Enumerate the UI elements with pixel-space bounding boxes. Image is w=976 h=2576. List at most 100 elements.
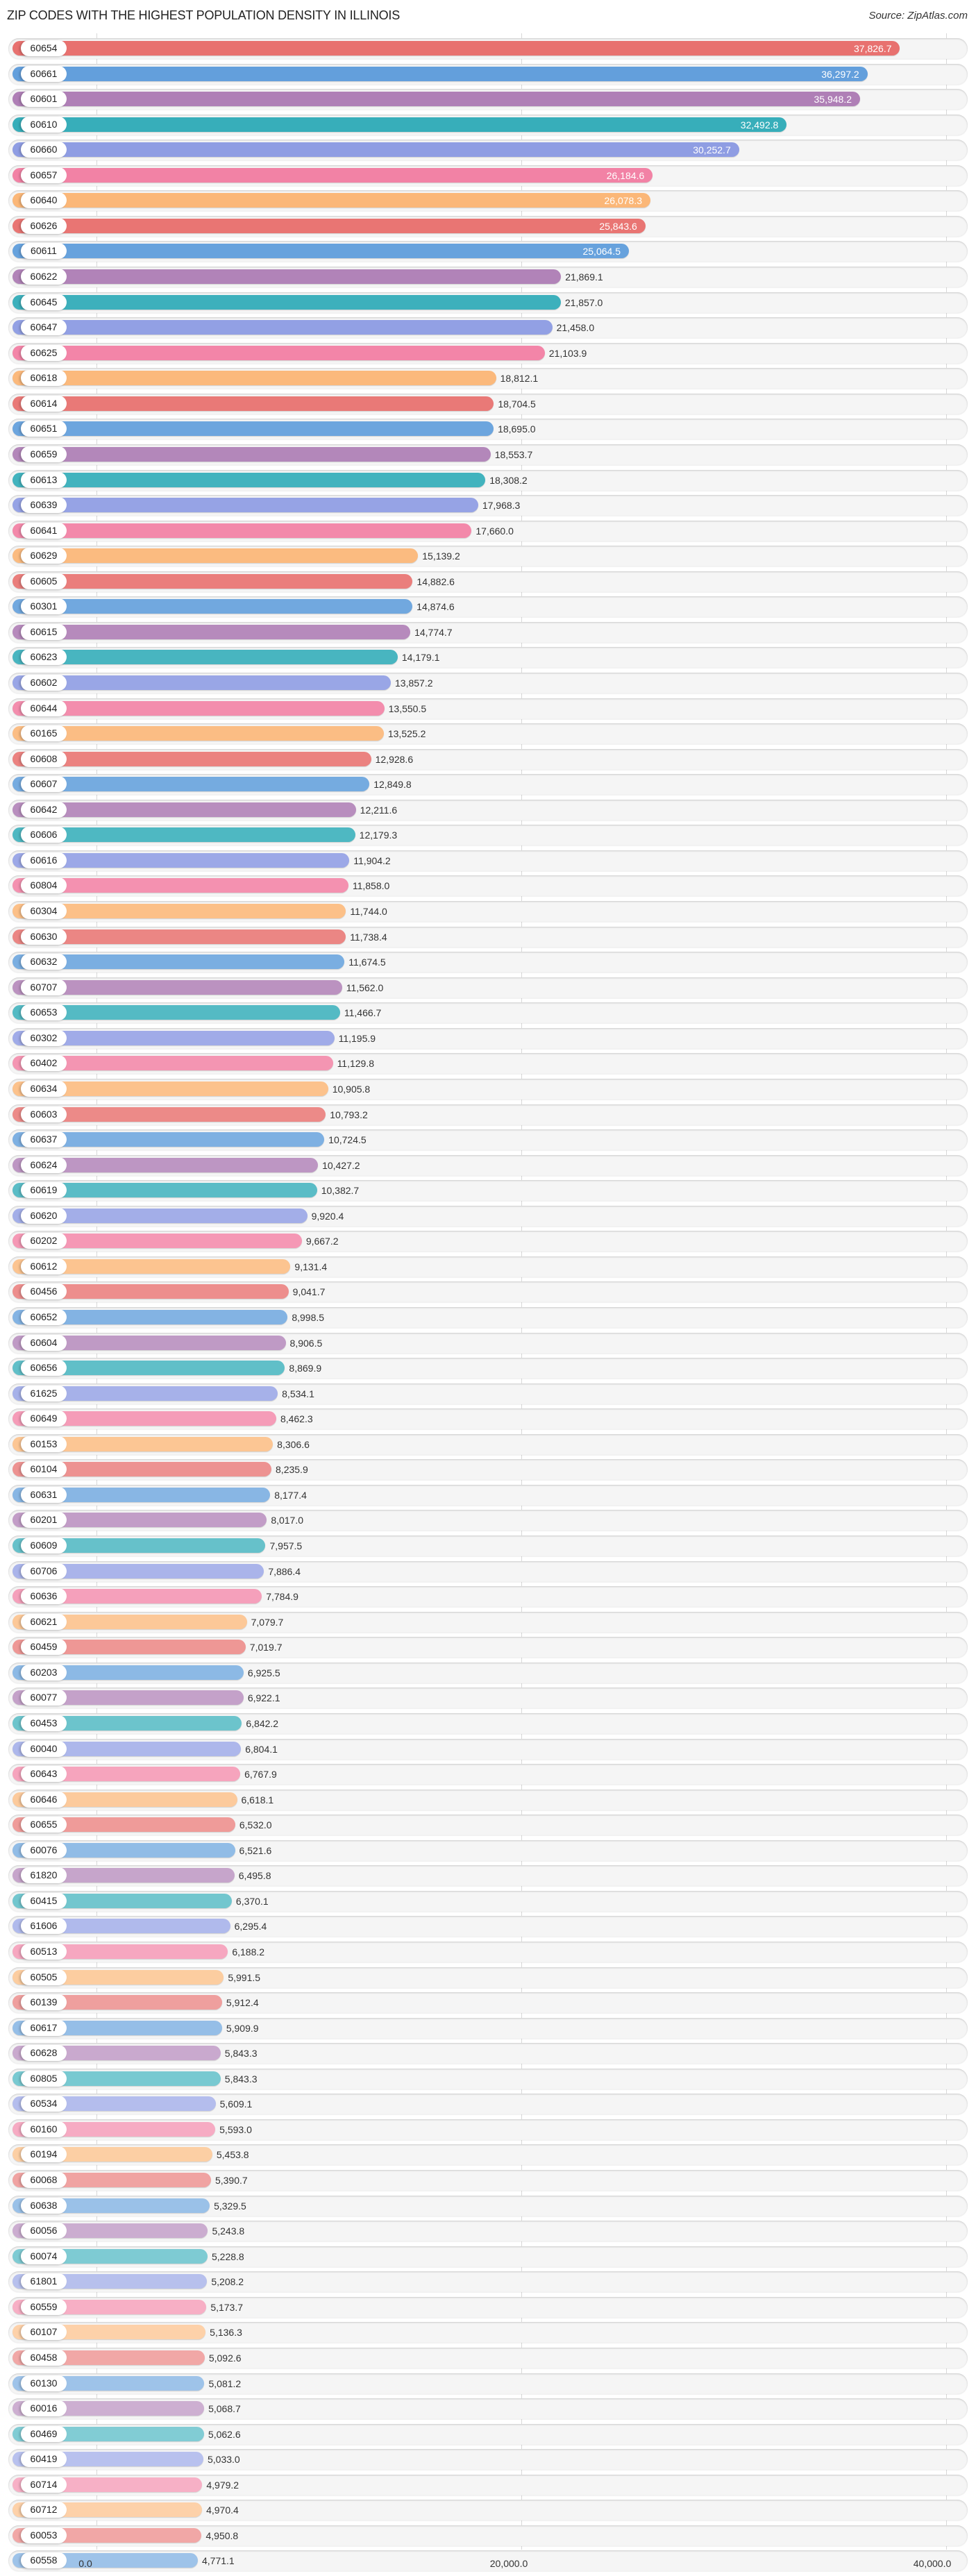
zip-label: 60656 xyxy=(21,1360,67,1377)
bar[interactable] xyxy=(12,1436,274,1451)
bar[interactable] xyxy=(12,878,348,893)
zip-label: 60056 xyxy=(21,2223,67,2239)
bar[interactable] xyxy=(12,421,494,437)
bar[interactable] xyxy=(12,1842,235,1858)
bar[interactable] xyxy=(12,929,346,944)
bar[interactable] xyxy=(12,244,629,259)
bar[interactable] xyxy=(12,167,653,183)
bar[interactable] xyxy=(12,1081,328,1096)
bar[interactable] xyxy=(12,1741,242,1756)
bar[interactable] xyxy=(12,1258,291,1274)
bar[interactable] xyxy=(12,1944,228,1959)
bar[interactable] xyxy=(12,700,385,716)
zip-label: 60456 xyxy=(21,1283,67,1300)
bar-row: 60459 7,019.7 xyxy=(8,1637,968,1658)
bar[interactable] xyxy=(12,852,350,868)
bar[interactable] xyxy=(12,523,472,538)
bar-row: 60614 18,704.5 xyxy=(8,393,968,414)
bar[interactable] xyxy=(12,294,561,310)
bar[interactable] xyxy=(12,269,562,285)
bar[interactable] xyxy=(12,1386,278,1401)
bar[interactable] xyxy=(12,802,356,817)
zip-label: 60629 xyxy=(21,548,67,564)
bar[interactable] xyxy=(12,41,900,56)
bar[interactable] xyxy=(12,1614,247,1629)
bar[interactable] xyxy=(12,751,371,766)
bar[interactable] xyxy=(12,650,398,665)
bar[interactable] xyxy=(12,904,346,919)
zip-label: 60610 xyxy=(21,116,67,133)
bar[interactable] xyxy=(12,548,419,564)
bar[interactable] xyxy=(12,446,491,462)
bar[interactable] xyxy=(12,1538,266,1554)
bar[interactable] xyxy=(12,1665,244,1680)
bar[interactable] xyxy=(12,193,650,208)
bar[interactable] xyxy=(12,1462,272,1477)
bar[interactable] xyxy=(12,92,860,107)
zip-label: 60139 xyxy=(21,1994,67,2011)
bar[interactable] xyxy=(12,1284,289,1299)
bar[interactable] xyxy=(12,1056,333,1071)
bar[interactable] xyxy=(12,827,355,843)
bar[interactable] xyxy=(12,624,411,639)
value-label: 10,793.2 xyxy=(330,1109,368,1120)
bar[interactable] xyxy=(12,1132,325,1147)
value-label: 6,370.1 xyxy=(235,1895,269,1907)
bar[interactable] xyxy=(12,66,868,81)
bar[interactable] xyxy=(12,1183,317,1198)
bar[interactable] xyxy=(12,371,496,386)
bar[interactable] xyxy=(12,1563,264,1579)
bar[interactable] xyxy=(12,1157,319,1172)
zip-label: 60614 xyxy=(21,395,67,412)
bar[interactable] xyxy=(12,1208,308,1223)
bar[interactable] xyxy=(12,675,392,690)
bar-row: 60660 30,252.7 xyxy=(8,140,968,161)
value-label: 18,308.2 xyxy=(489,474,528,486)
zip-label: 60660 xyxy=(21,142,67,158)
bar[interactable] xyxy=(12,777,370,792)
bar[interactable] xyxy=(12,1513,267,1528)
bar[interactable] xyxy=(12,1767,241,1782)
bar[interactable] xyxy=(12,1868,235,1883)
value-label: 6,295.4 xyxy=(234,1921,267,1933)
bar[interactable] xyxy=(12,1690,244,1706)
bar-row: 60605 14,882.6 xyxy=(8,571,968,592)
bar[interactable] xyxy=(12,1893,232,1908)
bar-row: 60653 11,466.7 xyxy=(8,1002,968,1024)
bar[interactable] xyxy=(12,345,545,360)
bar[interactable] xyxy=(12,117,787,132)
bar[interactable] xyxy=(12,1361,285,1376)
bar[interactable] xyxy=(12,1817,235,1833)
bar[interactable] xyxy=(12,1310,288,1324)
bar[interactable] xyxy=(12,1919,230,1934)
bar[interactable] xyxy=(12,1715,242,1731)
bar[interactable] xyxy=(12,218,646,233)
bar-row: 60611 25,064.5 xyxy=(8,241,968,262)
bar[interactable] xyxy=(12,599,413,614)
bar[interactable] xyxy=(12,726,384,741)
bar[interactable] xyxy=(12,1030,335,1045)
bar[interactable] xyxy=(12,573,413,589)
bar[interactable] xyxy=(12,1487,271,1502)
bar-row: 60622 21,869.1 xyxy=(8,267,968,288)
zip-label: 60077 xyxy=(21,1690,67,1706)
value-label: 8,906.5 xyxy=(289,1337,323,1349)
bar[interactable] xyxy=(12,1792,237,1807)
value-label: 5,081.2 xyxy=(208,2377,242,2389)
bar[interactable] xyxy=(12,954,345,970)
value-label: 8,534.1 xyxy=(282,1388,314,1399)
bar[interactable] xyxy=(12,396,494,411)
bar[interactable] xyxy=(12,1640,246,1655)
bar[interactable] xyxy=(12,1335,286,1350)
value-label: 21,103.9 xyxy=(548,347,587,359)
bar[interactable] xyxy=(12,1234,302,1249)
bar[interactable] xyxy=(12,472,486,487)
bar[interactable] xyxy=(12,979,342,995)
bar[interactable] xyxy=(12,1005,340,1020)
bar[interactable] xyxy=(12,320,553,335)
bar[interactable] xyxy=(12,498,478,513)
bar[interactable] xyxy=(12,1411,276,1426)
bar[interactable] xyxy=(12,1106,326,1122)
bar[interactable] xyxy=(12,142,739,158)
bar[interactable] xyxy=(12,1589,262,1604)
